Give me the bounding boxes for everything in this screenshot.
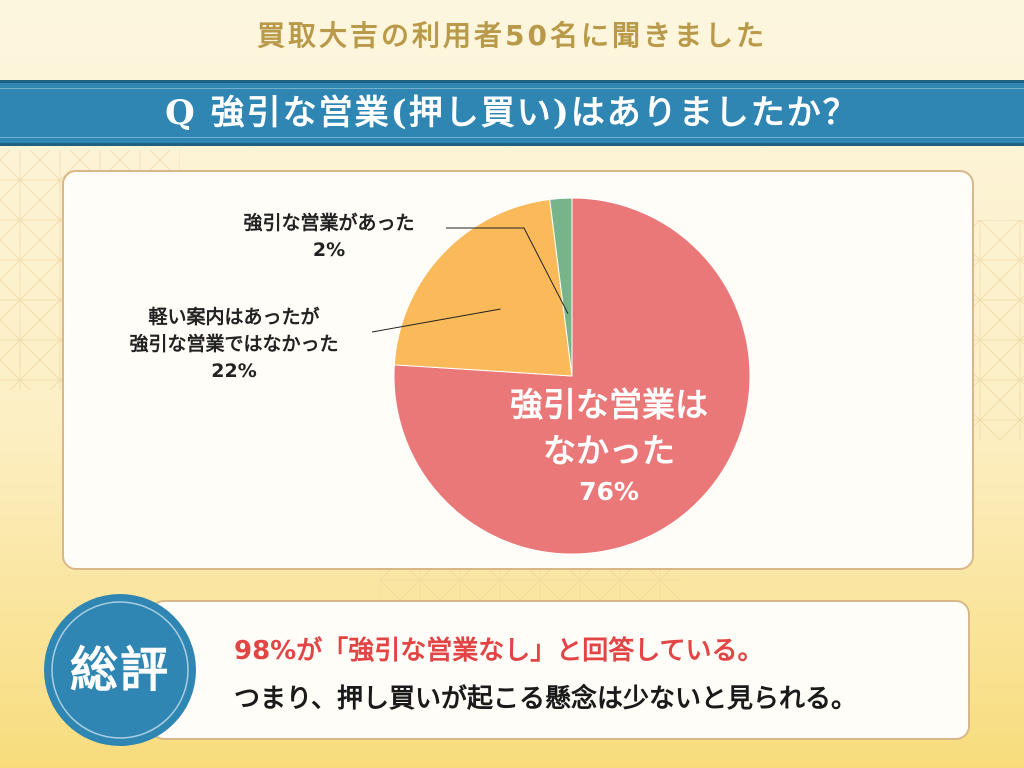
slice-label-none-name: 強引な営業は なかった <box>510 385 708 470</box>
leader-line-light <box>371 308 501 333</box>
question-text: Q 強引な営業(押し買い)はありましたか？ <box>165 93 859 133</box>
slice-label-light-pct: 22% <box>211 360 257 382</box>
slice-label-pushy-name: 強引な営業があった <box>243 212 415 234</box>
slice-label-light-line2: 強引な営業ではなかった <box>129 333 339 355</box>
slice-label-pushy-pct: 2% <box>312 239 346 261</box>
summary-card: 98%が「強引な営業なし」と回答している。 つまり、押し買いが起こる懸念は少ない… <box>150 600 970 740</box>
slice-label-pushy: 強引な営業があった 2% <box>214 210 444 264</box>
summary-badge <box>44 594 196 746</box>
summary-headline: 98%が「強引な営業なし」と回答している。 <box>234 636 764 666</box>
slice-label-light-line1: 軽い案内はあったが <box>148 306 320 328</box>
pie-slice-pushy <box>549 197 573 377</box>
pie-slice-light <box>393 198 573 377</box>
pie-chart <box>371 197 751 555</box>
question-banner: Q 強引な営業(押し買い)はありましたか？ <box>0 80 1024 146</box>
pie-slice-none <box>393 197 751 555</box>
survey-header-title: 買取大吉の利用者50名に聞きました <box>257 19 767 52</box>
slice-label-light: 軽い案内はあったが 強引な営業ではなかった 22% <box>84 304 384 385</box>
summary-conclusion: つまり、押し買いが起こる懸念は少ないと見られる。 <box>234 684 857 714</box>
slice-label-none: 強引な営業は なかった 76% <box>474 382 744 510</box>
summary-badge-text: 総評 <box>69 642 170 698</box>
pie-chart-card: 強引な営業があった 2% 軽い案内はあったが 強引な営業ではなかった 22% 強… <box>62 170 974 570</box>
leader-line-pushy <box>446 227 569 315</box>
slice-label-none-pct: 76% <box>579 477 639 506</box>
